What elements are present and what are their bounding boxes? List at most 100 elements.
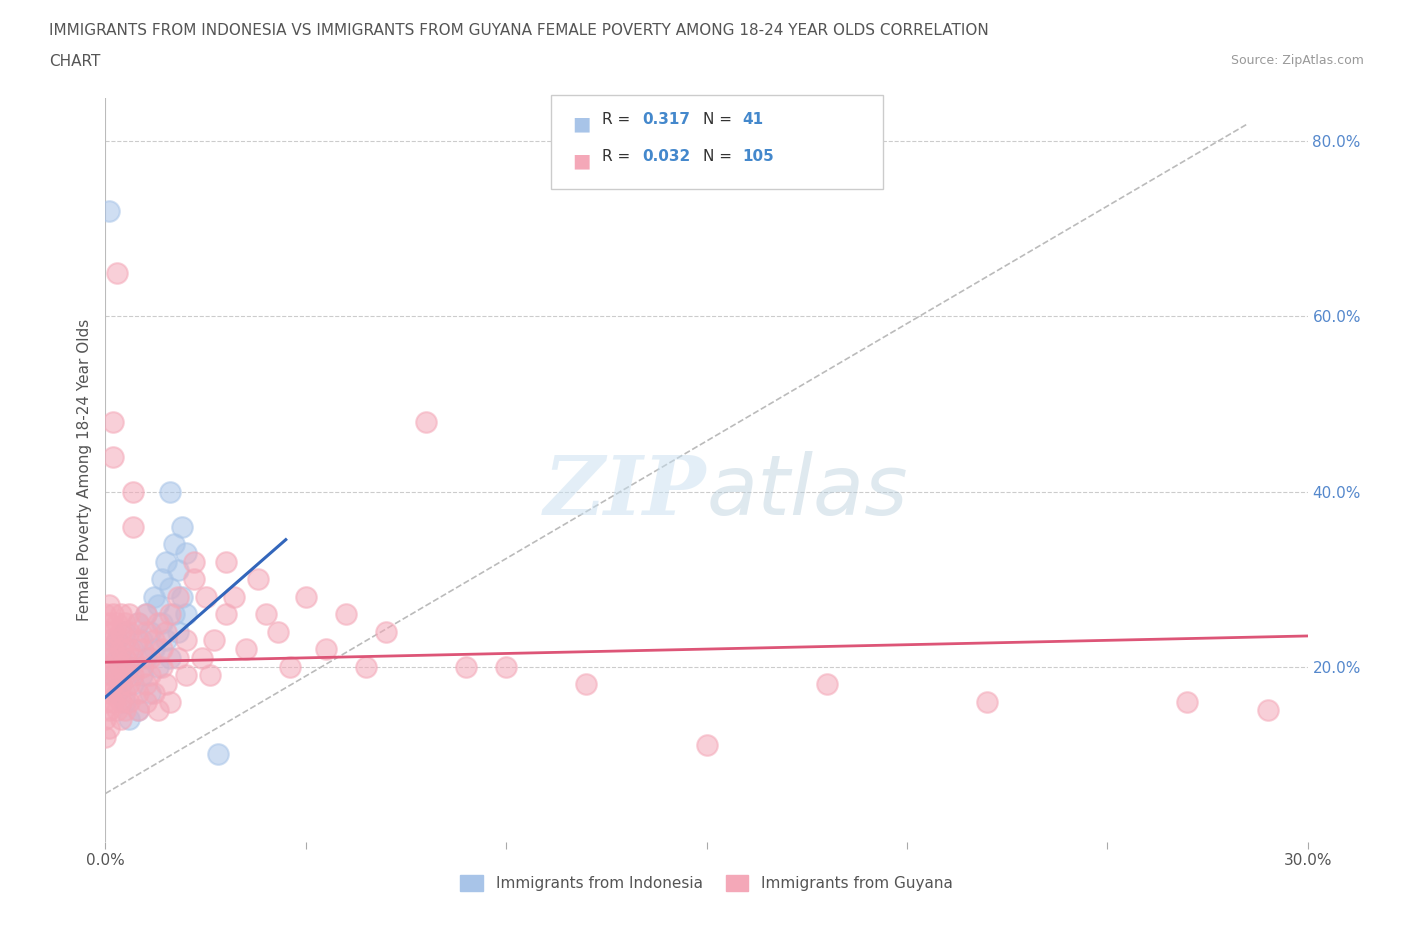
- Point: [107, 633, 129, 648]
- Text: 0.317: 0.317: [643, 112, 690, 126]
- Point: [122, 677, 145, 692]
- Text: N =: N =: [703, 149, 733, 164]
- Point: [98, 668, 121, 683]
- Point: [98, 633, 121, 648]
- Point: [103, 449, 125, 464]
- Point: [127, 703, 149, 718]
- Point: [155, 624, 177, 639]
- Point: [166, 624, 188, 639]
- Point: [183, 572, 205, 587]
- Point: [103, 659, 125, 674]
- Point: [194, 589, 217, 604]
- Point: [114, 633, 136, 648]
- Point: [150, 642, 173, 657]
- Point: [103, 694, 125, 709]
- Point: [103, 414, 125, 429]
- Point: [174, 606, 197, 621]
- Point: [166, 650, 188, 665]
- Point: [114, 703, 136, 718]
- Point: [976, 694, 998, 709]
- Point: [103, 668, 125, 683]
- Point: [335, 606, 357, 621]
- Point: [110, 650, 132, 665]
- Point: [107, 703, 129, 718]
- Point: [107, 685, 129, 700]
- Point: [122, 485, 145, 499]
- Point: [415, 414, 437, 429]
- Point: [122, 519, 145, 534]
- Point: [107, 685, 129, 700]
- Point: [1257, 703, 1279, 718]
- Point: [94, 659, 117, 674]
- Point: [146, 703, 169, 718]
- Point: [235, 642, 257, 657]
- Point: [150, 572, 173, 587]
- Point: [575, 677, 598, 692]
- Text: ■: ■: [572, 114, 591, 133]
- Point: [214, 606, 236, 621]
- Point: [202, 633, 225, 648]
- Point: [127, 703, 149, 718]
- Point: [110, 694, 132, 709]
- Point: [159, 650, 181, 665]
- Point: [110, 642, 132, 657]
- Point: [127, 633, 149, 648]
- Point: [150, 616, 173, 631]
- Point: [254, 606, 277, 621]
- Text: R =: R =: [602, 112, 630, 126]
- Text: ZIP: ZIP: [544, 452, 707, 532]
- Point: [118, 694, 141, 709]
- Point: [127, 616, 149, 631]
- Text: Source: ZipAtlas.com: Source: ZipAtlas.com: [1230, 54, 1364, 67]
- Point: [103, 677, 125, 692]
- Point: [107, 668, 129, 683]
- Point: [138, 668, 160, 683]
- Point: [354, 659, 377, 674]
- Point: [198, 668, 221, 683]
- Point: [107, 650, 129, 665]
- Point: [138, 685, 160, 700]
- Point: [122, 642, 145, 657]
- Point: [150, 659, 173, 674]
- Point: [159, 485, 181, 499]
- Point: [103, 606, 125, 621]
- Point: [214, 554, 236, 569]
- Text: N =: N =: [703, 112, 733, 126]
- Text: CHART: CHART: [49, 54, 101, 69]
- Text: ■: ■: [572, 152, 591, 170]
- Point: [138, 650, 160, 665]
- Point: [207, 747, 229, 762]
- Point: [110, 677, 132, 692]
- Point: [114, 650, 136, 665]
- Point: [110, 711, 132, 726]
- Point: [246, 572, 269, 587]
- Point: [135, 624, 157, 639]
- Text: 105: 105: [742, 149, 775, 164]
- Text: R =: R =: [602, 149, 630, 164]
- Point: [267, 624, 290, 639]
- Point: [135, 650, 157, 665]
- Point: [118, 677, 141, 692]
- Text: IMMIGRANTS FROM INDONESIA VS IMMIGRANTS FROM GUYANA FEMALE POVERTY AMONG 18-24 Y: IMMIGRANTS FROM INDONESIA VS IMMIGRANTS …: [49, 23, 988, 38]
- Point: [110, 659, 132, 674]
- Point: [146, 616, 169, 631]
- Point: [107, 633, 129, 648]
- Point: [162, 606, 184, 621]
- Point: [142, 589, 165, 604]
- Point: [696, 737, 718, 752]
- Point: [495, 659, 517, 674]
- Point: [122, 650, 145, 665]
- Point: [98, 598, 121, 613]
- Point: [114, 624, 136, 639]
- Point: [107, 616, 129, 631]
- Point: [94, 606, 117, 621]
- Point: [222, 589, 245, 604]
- Point: [375, 624, 398, 639]
- Point: [127, 616, 149, 631]
- Point: [98, 685, 121, 700]
- Point: [166, 563, 188, 578]
- Point: [174, 545, 197, 560]
- Point: [278, 659, 301, 674]
- Point: [94, 711, 117, 726]
- Point: [98, 703, 121, 718]
